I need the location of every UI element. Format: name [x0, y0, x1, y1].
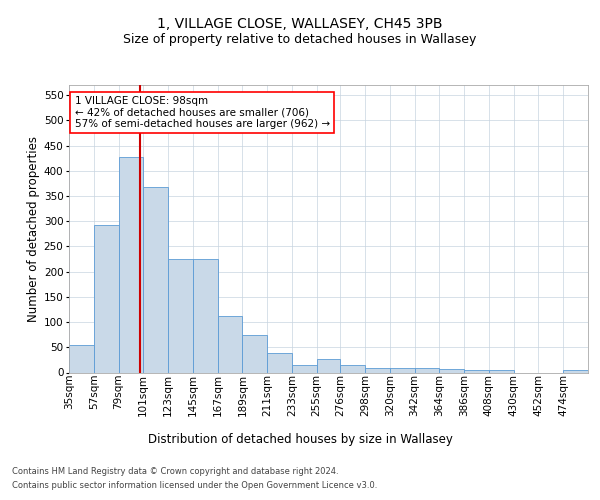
Text: Contains HM Land Registry data © Crown copyright and database right 2024.: Contains HM Land Registry data © Crown c…: [12, 468, 338, 476]
Bar: [292, 365, 317, 372]
Bar: [218, 316, 242, 372]
Text: Size of property relative to detached houses in Wallasey: Size of property relative to detached ho…: [124, 32, 476, 46]
Bar: [390, 368, 415, 372]
Bar: [439, 370, 464, 372]
Text: 1, VILLAGE CLOSE, WALLASEY, CH45 3PB: 1, VILLAGE CLOSE, WALLASEY, CH45 3PB: [157, 18, 443, 32]
Bar: [69, 345, 94, 372]
Bar: [563, 370, 588, 372]
Bar: [317, 359, 340, 372]
Bar: [193, 259, 218, 372]
Bar: [168, 259, 193, 372]
Bar: [242, 334, 267, 372]
Bar: [119, 156, 143, 372]
Text: 1 VILLAGE CLOSE: 98sqm
← 42% of detached houses are smaller (706)
57% of semi-de: 1 VILLAGE CLOSE: 98sqm ← 42% of detached…: [74, 96, 330, 130]
Bar: [143, 187, 168, 372]
Text: Contains public sector information licensed under the Open Government Licence v3: Contains public sector information licen…: [12, 481, 377, 490]
Bar: [94, 224, 119, 372]
Y-axis label: Number of detached properties: Number of detached properties: [26, 136, 40, 322]
Bar: [340, 366, 365, 372]
Bar: [267, 354, 292, 372]
Bar: [365, 368, 390, 372]
Text: Distribution of detached houses by size in Wallasey: Distribution of detached houses by size …: [148, 432, 452, 446]
Bar: [489, 370, 514, 372]
Bar: [464, 370, 489, 372]
Bar: [415, 368, 439, 372]
